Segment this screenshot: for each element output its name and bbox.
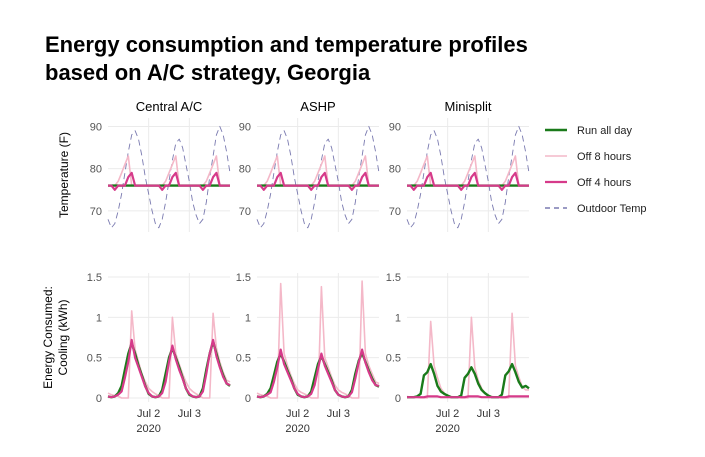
- x-tick-label-line: Jul 3: [327, 408, 350, 420]
- y-tick-label: 1.5: [87, 272, 102, 284]
- y-tick-label: 1: [395, 312, 401, 324]
- y-tick-label: 0: [96, 393, 102, 405]
- series-line-outdoor-temp: [107, 125, 231, 229]
- series-line-off-8-hours: [108, 155, 230, 187]
- x-tick-label-line: 2020: [136, 423, 160, 435]
- series-line-outdoor-temp: [406, 125, 530, 229]
- series-line-off-4-hours: [257, 171, 379, 191]
- legend-label: Run all day: [577, 125, 633, 137]
- x-tick-label-line: 2020: [435, 423, 459, 435]
- x-tick-label-line: Jul 2: [286, 408, 309, 420]
- y-tick-label: 70: [389, 206, 401, 218]
- legend: Run all day Off 8 hours Off 4 hours Outdoor…: [545, 125, 647, 215]
- y-tick-label: 0.5: [386, 353, 401, 365]
- x-tick-label-line: Jul 2: [436, 408, 459, 420]
- y-axis-label-line: Temperature (F): [57, 132, 71, 218]
- y-tick-label: 1.5: [386, 272, 401, 284]
- x-tick-label: Jul 2 2020: [285, 408, 309, 435]
- y-tick-label: 1.5: [236, 272, 251, 284]
- panel-energy-ashp: 0 0.5 1 1.5 Jul 2 2020 Jul 3: [236, 272, 380, 435]
- y-axis-label-line: Energy Consumed:: [41, 286, 55, 389]
- figure-title-line-2: based on A/C strategy, Georgia: [45, 60, 371, 85]
- series-line-off-8-hours: [407, 155, 529, 187]
- series-line-off-4-hours: [256, 348, 380, 399]
- x-tick-label: Jul 3: [477, 408, 500, 420]
- y-axis-label-line: Cooling (kWh): [56, 299, 70, 375]
- series-line-run-all-day: [407, 362, 530, 399]
- y-tick-label: 1: [96, 312, 102, 324]
- y-tick-label: 1: [245, 312, 251, 324]
- panel-temperature-central-ac: 70 80 90 Central A/C Temperature (F): [57, 99, 231, 232]
- y-tick-label: 90: [239, 121, 251, 133]
- series-line-off-4-hours: [107, 338, 231, 399]
- x-tick-label-line: Jul 3: [178, 408, 201, 420]
- panel-temperature-minisplit: 70 80 90 Minisplit: [389, 99, 530, 232]
- panel-title: ASHP: [300, 99, 335, 114]
- y-axis-label: Temperature (F): [57, 132, 71, 218]
- legend-label: Outdoor Temp: [577, 203, 647, 215]
- y-tick-label: 70: [90, 206, 102, 218]
- y-tick-label: 0.5: [236, 353, 251, 365]
- series-line-off-8-hours: [257, 155, 379, 187]
- series-line-off-8-hours: [256, 280, 380, 399]
- y-tick-label: 90: [389, 121, 401, 133]
- y-tick-label: 80: [239, 164, 251, 176]
- panel-title: Central A/C: [136, 99, 202, 114]
- x-tick-label: Jul 3: [178, 408, 201, 420]
- x-tick-label: Jul 2 2020: [136, 408, 160, 435]
- series-line-off-4-hours: [407, 395, 529, 399]
- y-tick-label: 0: [395, 393, 401, 405]
- y-tick-label: 90: [90, 121, 102, 133]
- y-tick-label: 0.5: [87, 353, 102, 365]
- series-line-off-8-hours: [107, 310, 231, 399]
- legend-label: Off 8 hours: [577, 151, 632, 163]
- figure-title: Energy consumption and temperature profi…: [45, 31, 528, 87]
- series-line-off-4-hours: [108, 171, 230, 191]
- figure-title-line-1: Energy consumption and temperature profi…: [45, 32, 528, 57]
- x-tick-label: Jul 3: [327, 408, 350, 420]
- y-tick-label: 80: [90, 164, 102, 176]
- panel-energy-minisplit: 0 0.5 1 1.5 Jul 2 2020 Jul 3: [386, 272, 530, 435]
- x-tick-label-line: 2020: [285, 423, 309, 435]
- series-line-outdoor-temp: [256, 125, 380, 229]
- x-tick-label-line: Jul 3: [477, 408, 500, 420]
- panel-title: Minisplit: [445, 99, 492, 114]
- x-tick-label: Jul 2 2020: [435, 408, 459, 435]
- panel-energy-central-ac: 0 0.5 1 1.5 Jul 2 2020 Jul 3 Energy Consumed:Co…: [41, 272, 231, 435]
- legend-label: Off 4 hours: [577, 177, 632, 189]
- x-tick-label-line: Jul 2: [137, 408, 160, 420]
- series-line-off-8-hours: [406, 312, 529, 399]
- panel-temperature-ashp: 70 80 90 ASHP: [239, 99, 380, 232]
- y-axis-label: Energy Consumed:Cooling (kWh): [41, 286, 70, 389]
- y-tick-label: 70: [239, 206, 251, 218]
- series-line-off-4-hours: [407, 171, 529, 191]
- y-tick-label: 80: [389, 164, 401, 176]
- y-tick-label: 0: [245, 393, 251, 405]
